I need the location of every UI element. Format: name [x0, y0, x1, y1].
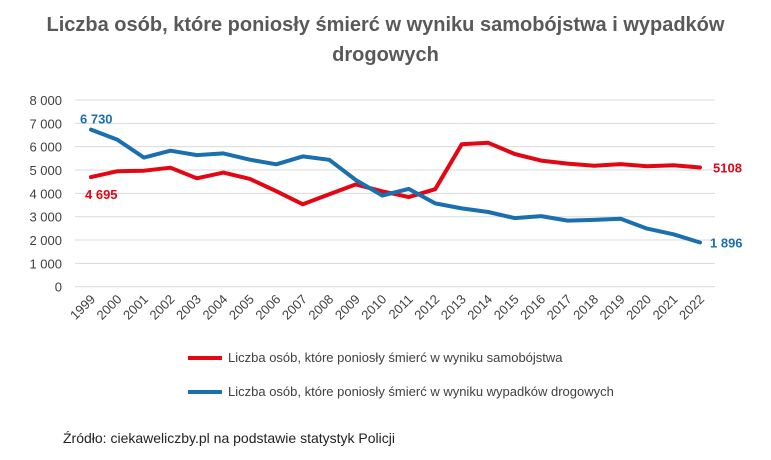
x-tick-label: 2004	[199, 292, 230, 323]
x-tick-label: 1999	[67, 292, 98, 323]
source-note: Źródło: ciekaweliczby.pl na podstawie st…	[63, 430, 395, 446]
legend-item-road: Liczba osób, które poniosły śmierć w wyn…	[188, 384, 614, 399]
x-tick-label: 2010	[358, 292, 389, 323]
x-tick-label: 2009	[332, 292, 363, 323]
x-tick-label: 2008	[305, 292, 336, 323]
legend-item-suicide: Liczba osób, które poniosły śmierć w wyn…	[188, 350, 563, 365]
legend-swatch	[188, 355, 222, 360]
x-tick-label: 2021	[650, 292, 681, 323]
x-tick-label: 2015	[491, 292, 522, 323]
x-tick-label: 2006	[252, 292, 283, 323]
y-tick-label: 8 000	[29, 93, 62, 108]
x-tick-label: 2001	[120, 292, 151, 323]
x-tick-label: 2019	[597, 292, 628, 323]
data-label-first: 6 730	[80, 112, 113, 127]
y-tick-label: 6 000	[29, 140, 62, 155]
y-tick-label: 1 000	[29, 256, 62, 271]
x-tick-label: 2016	[517, 292, 548, 323]
data-label-last: 1 896	[710, 235, 743, 250]
data-label-first: 4 695	[85, 187, 118, 202]
series-line-road	[89, 127, 702, 245]
x-tick-label: 2002	[146, 292, 177, 323]
y-tick-label: 0	[55, 280, 62, 295]
x-tick-label: 2012	[411, 292, 442, 323]
x-tick-label: 2014	[464, 292, 495, 323]
y-tick-label: 7 000	[29, 116, 62, 131]
legend-swatch	[188, 389, 222, 394]
x-tick-label: 2005	[226, 292, 257, 323]
legend-label: Liczba osób, które poniosły śmierć w wyn…	[228, 384, 614, 399]
y-tick-label: 5 000	[29, 163, 62, 178]
x-tick-label: 2022	[676, 292, 707, 323]
y-tick-label: 3 000	[29, 210, 62, 225]
x-tick-label: 2003	[173, 292, 204, 323]
x-tick-label: 2011	[385, 292, 415, 322]
x-tick-label: 2017	[544, 292, 575, 323]
legend-label: Liczba osób, które poniosły śmierć w wyn…	[228, 350, 563, 365]
data-label-last: 5108	[713, 160, 742, 175]
y-tick-label: 2 000	[29, 233, 62, 248]
x-tick-label: 2018	[570, 292, 601, 323]
x-tick-label: 2020	[623, 292, 654, 323]
y-tick-label: 4 000	[29, 186, 62, 201]
chart-title: Liczba osób, które poniosły śmierć w wyn…	[46, 14, 725, 66]
x-tick-label: 2013	[438, 292, 469, 323]
x-tick-label: 2000	[94, 292, 125, 323]
x-tick-label: 2007	[279, 292, 310, 323]
